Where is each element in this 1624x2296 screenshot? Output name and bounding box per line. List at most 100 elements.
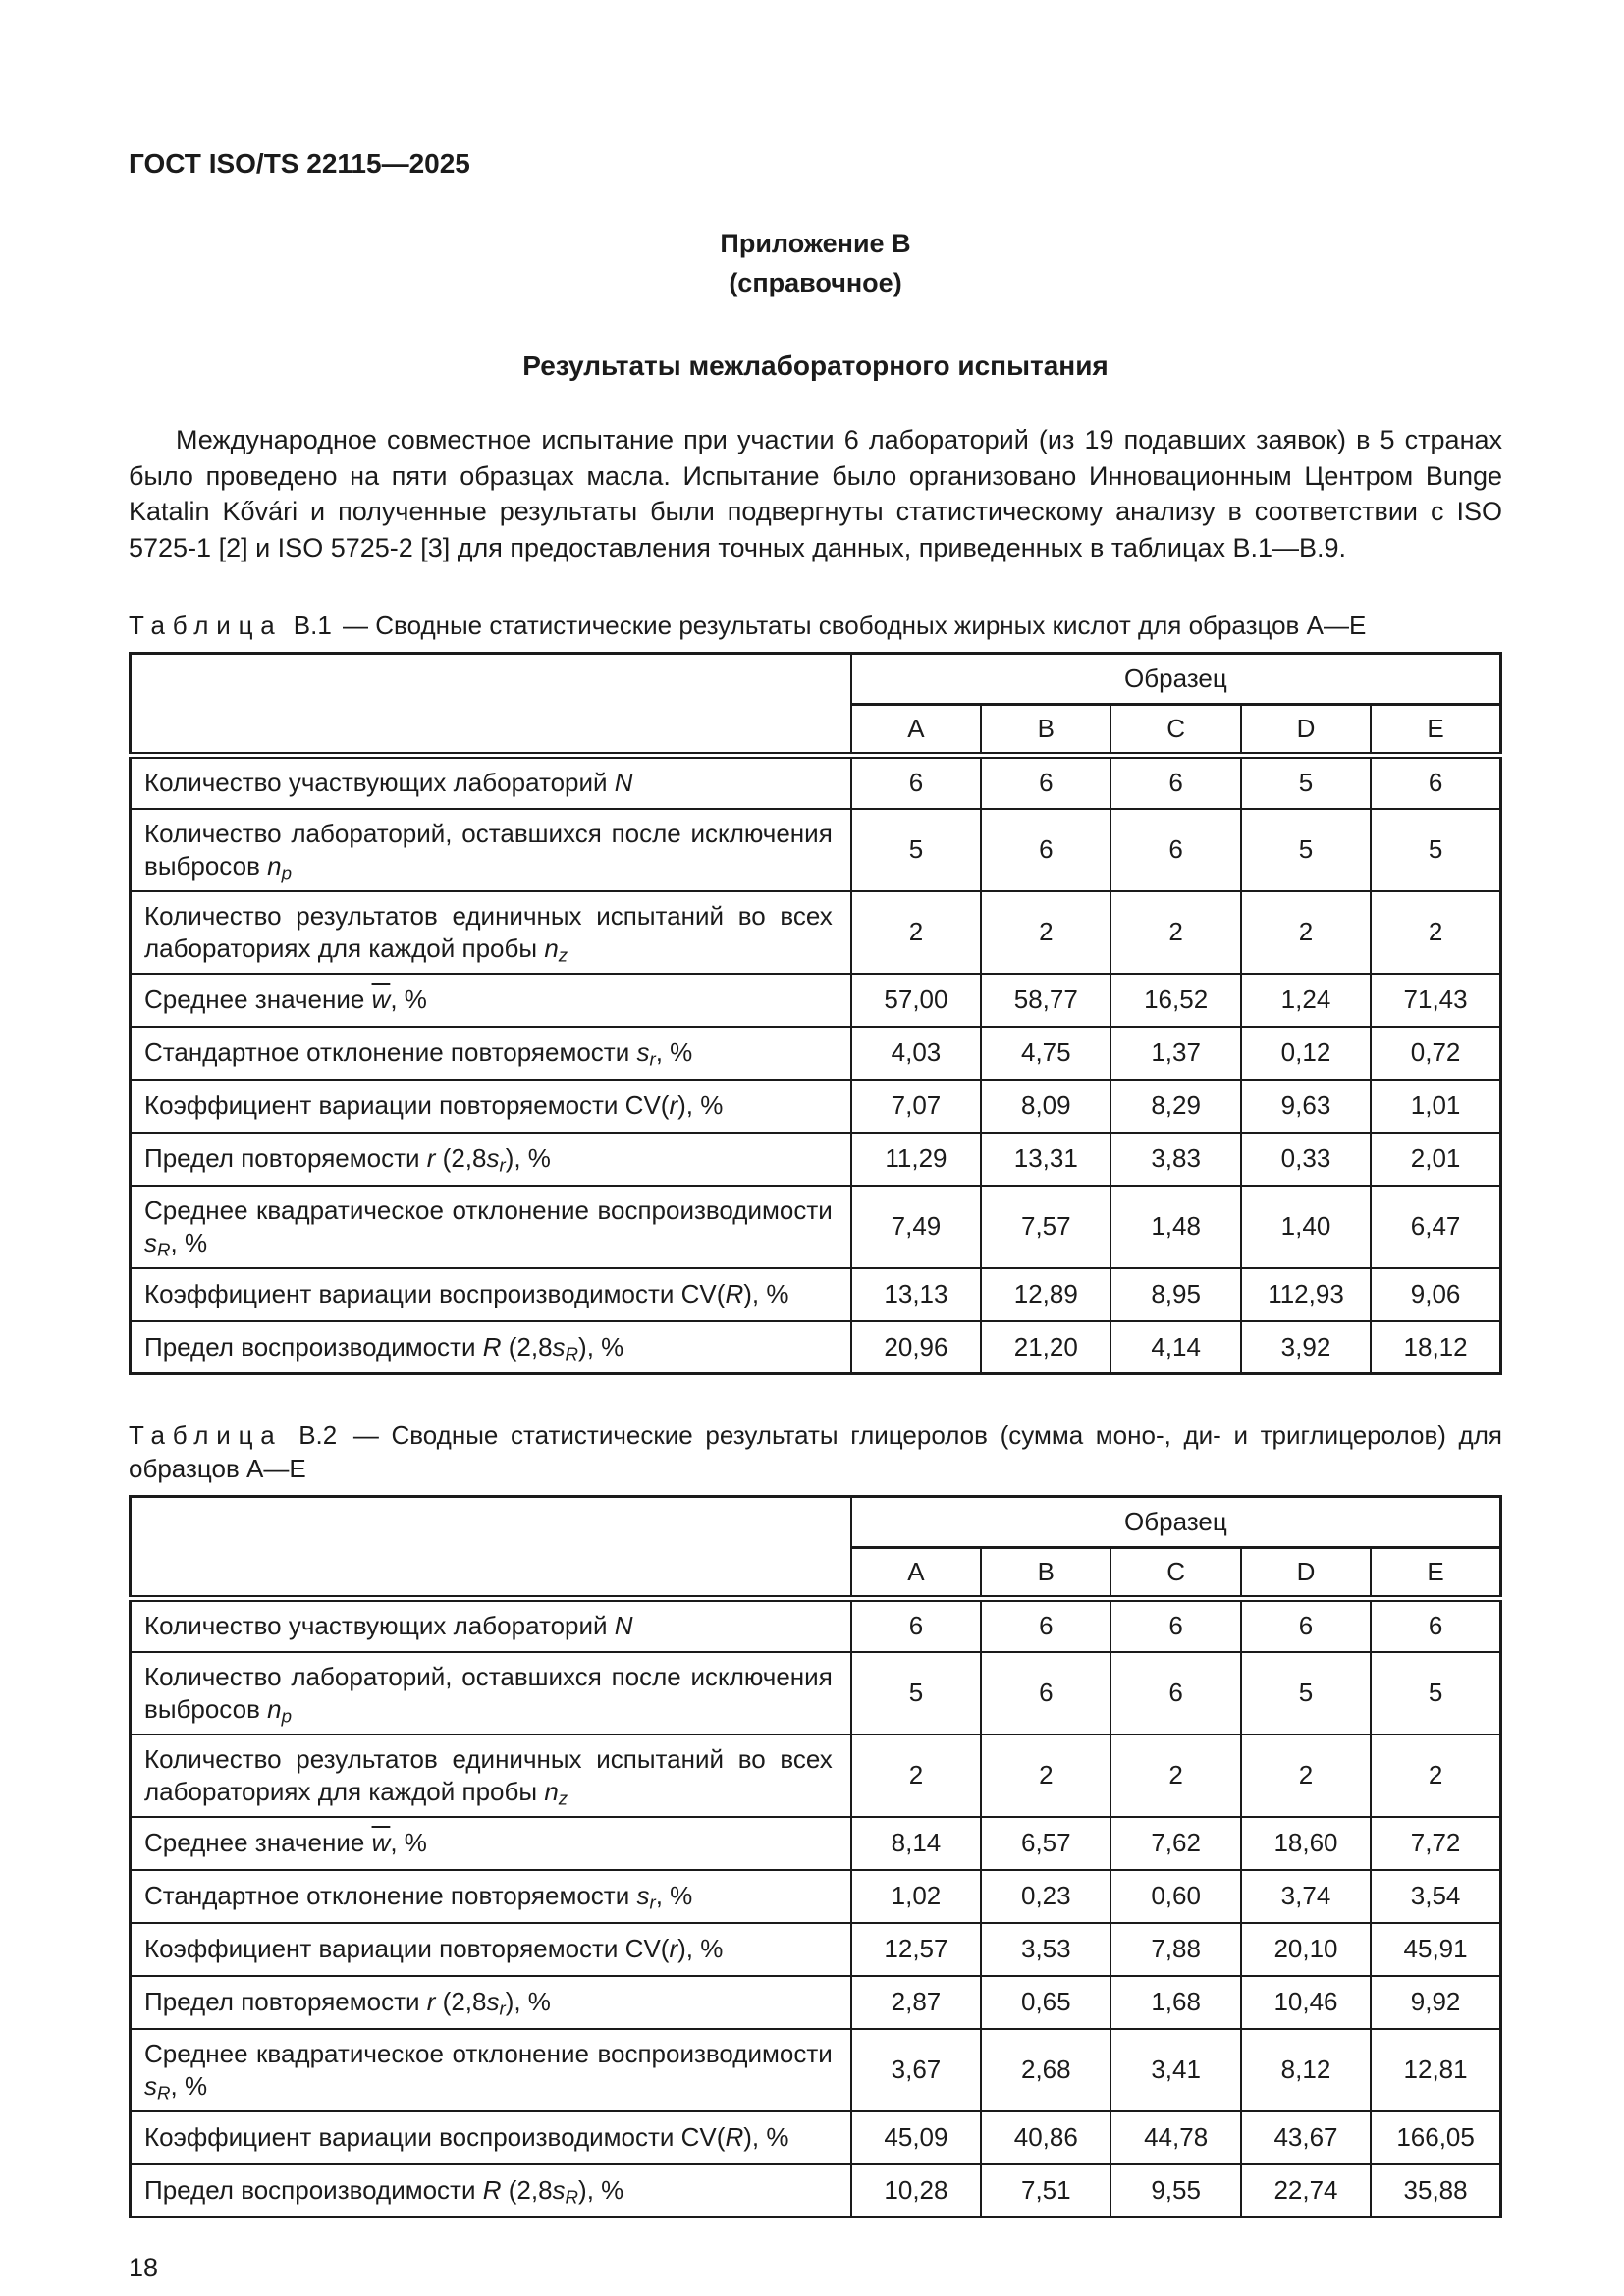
table-row: Коэффициент вариации воспроизводимости C… [129, 2109, 1502, 2165]
value-cell: 58,77 [980, 972, 1112, 1028]
row-label: Среднее квадратическое отклонение воспро… [129, 2027, 852, 2112]
value-cell: 57,00 [849, 972, 983, 1028]
row-label: Стандартное отклонение повторяемости sr,… [129, 1868, 852, 1924]
sample-group-header: Образец [849, 1495, 1502, 1549]
caption-word: Таблица [129, 1420, 283, 1450]
table-row: Количество результатов единичных испытан… [129, 889, 1502, 975]
page-number: 18 [129, 2253, 159, 2282]
value-cell: 22,74 [1239, 2163, 1373, 2218]
value-cell: 21,20 [980, 1319, 1112, 1375]
value-cell: 3,92 [1239, 1319, 1373, 1375]
value-cell: 5 [1370, 807, 1502, 892]
value-cell: 2,87 [849, 1974, 983, 2030]
caption-id: В.2 [298, 1420, 338, 1450]
value-cell: 6 [1239, 1597, 1373, 1653]
value-cell: 13,13 [849, 1266, 983, 1322]
table-b1-section: Таблица В.1 — Сводные статистические рез… [129, 609, 1502, 1375]
value-cell: 35,88 [1370, 2163, 1502, 2218]
value-cell: 6 [1370, 754, 1502, 810]
value-cell: 12,81 [1370, 2027, 1502, 2112]
value-cell: 12,57 [849, 1921, 983, 1977]
value-cell: 9,55 [1110, 2163, 1242, 2218]
value-cell: 8,95 [1110, 1266, 1242, 1322]
table-row: Предел воспроизводимости R (2,8sR), % 20,… [129, 1319, 1502, 1375]
value-cell: 1,24 [1239, 972, 1373, 1028]
row-label: Стандартное отклонение повторяемости sr,… [129, 1025, 852, 1081]
value-cell: 6 [980, 754, 1112, 810]
value-cell: 166,05 [1370, 2109, 1502, 2165]
value-cell: 3,54 [1370, 1868, 1502, 1924]
value-cell: 71,43 [1370, 972, 1502, 1028]
value-cell: 8,09 [980, 1078, 1112, 1134]
sample-column-header: B [980, 703, 1112, 759]
table-header-row: Образец [129, 1495, 1502, 1602]
value-cell: 9,06 [1370, 1266, 1502, 1322]
row-label: Коэффициент вариации повторяемости CV(r)… [129, 1921, 852, 1977]
value-cell: 6 [980, 1650, 1112, 1735]
value-cell: 2 [980, 1733, 1112, 1818]
row-label: Предел повторяемости r (2,8sr), % [129, 1974, 852, 2030]
value-cell: 7,49 [849, 1184, 983, 1269]
value-cell: 6 [1110, 807, 1242, 892]
row-label: Предел воспроизводимости R (2,8sR), % [129, 2163, 852, 2218]
table-row: Предел воспроизводимости R (2,8sR), % 10,… [129, 2163, 1502, 2218]
value-cell: 9,92 [1370, 1974, 1502, 2030]
table-row: Среднее значение w, % 57,00 58,77 16,52 1,24… [129, 972, 1502, 1028]
row-label: Коэффициент вариации воспроизводимости C… [129, 1266, 852, 1322]
sample-column-header: A [849, 1546, 983, 1602]
value-cell: 2 [1110, 1733, 1242, 1818]
sample-column-header: D [1239, 703, 1373, 759]
intro-paragraph: Международное совместное испытание при у… [129, 425, 1502, 562]
value-cell: 6,47 [1370, 1184, 1502, 1269]
value-cell: 6,57 [980, 1815, 1112, 1871]
value-cell: 7,72 [1370, 1815, 1502, 1871]
value-cell: 6 [1110, 1597, 1242, 1653]
value-cell: 13,31 [980, 1131, 1112, 1187]
value-cell: 2 [849, 889, 983, 975]
sample-column-header: D [1239, 1546, 1373, 1602]
value-cell: 2,68 [980, 2027, 1112, 2112]
sample-column-header: A [849, 703, 983, 759]
value-cell: 45,09 [849, 2109, 983, 2165]
value-cell: 6 [849, 754, 983, 810]
value-cell: 8,29 [1110, 1078, 1242, 1134]
value-cell: 3,53 [980, 1921, 1112, 1977]
value-cell: 20,10 [1239, 1921, 1373, 1977]
row-label: Предел повторяемости r (2,8sr), % [129, 1131, 852, 1187]
row-label: Коэффициент вариации повторяемости CV(r)… [129, 1078, 852, 1134]
value-cell: 7,07 [849, 1078, 983, 1134]
value-cell: 10,46 [1239, 1974, 1373, 2030]
value-cell: 2 [1370, 1733, 1502, 1818]
value-cell: 11,29 [849, 1131, 983, 1187]
value-cell: 6 [1110, 754, 1242, 810]
table-b1-caption: Таблица В.1 — Сводные статистические рез… [129, 609, 1502, 642]
row-label: Количество участвующих лабораторий N [129, 1597, 852, 1653]
row-label: Среднее значение w, % [129, 972, 852, 1028]
value-cell: 1,40 [1239, 1184, 1373, 1269]
value-cell: 4,75 [980, 1025, 1112, 1081]
caption-id: В.1 [293, 611, 332, 640]
section-title: Результаты межлабораторного испытания [522, 350, 1109, 381]
table-row: Стандартное отклонение повторяемости sr,… [129, 1868, 1502, 1924]
value-cell: 1,37 [1110, 1025, 1242, 1081]
value-cell: 0,33 [1239, 1131, 1373, 1187]
value-cell: 1,02 [849, 1868, 983, 1924]
sample-group-header: Образец [849, 652, 1502, 706]
value-cell: 1,48 [1110, 1184, 1242, 1269]
table-b2-section: Таблица В.2 — Сводные статистические рез… [129, 1418, 1502, 2218]
value-cell: 2 [980, 889, 1112, 975]
table-corner-cell [129, 1495, 852, 1602]
value-cell: 0,60 [1110, 1868, 1242, 1924]
value-cell: 3,67 [849, 2027, 983, 2112]
value-cell: 40,86 [980, 2109, 1112, 2165]
value-cell: 18,12 [1370, 1319, 1502, 1375]
value-cell: 3,74 [1239, 1868, 1373, 1924]
value-cell: 6 [980, 807, 1112, 892]
value-cell: 2 [1239, 1733, 1373, 1818]
row-label: Количество результатов единичных испытан… [129, 1733, 852, 1818]
value-cell: 4,03 [849, 1025, 983, 1081]
value-cell: 5 [1239, 754, 1373, 810]
